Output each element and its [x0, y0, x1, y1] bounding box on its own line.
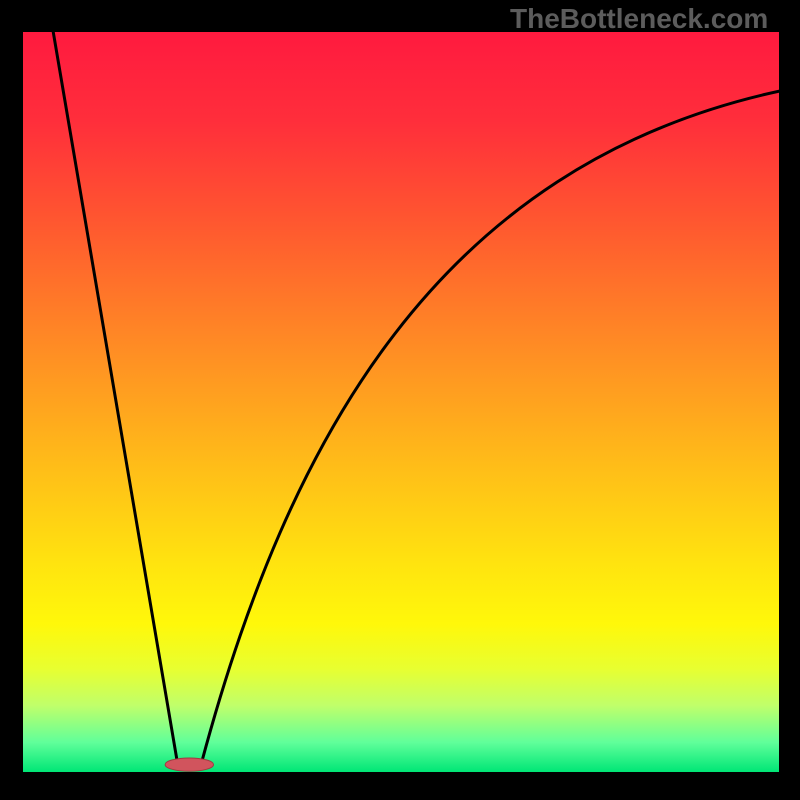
chart-stage: TheBottleneck.com: [0, 0, 800, 800]
plot-area: [23, 32, 779, 772]
bottleneck-marker: [165, 758, 213, 771]
gradient-background: [23, 32, 779, 772]
plot-svg: [23, 32, 779, 772]
watermark-label: TheBottleneck.com: [510, 3, 768, 35]
